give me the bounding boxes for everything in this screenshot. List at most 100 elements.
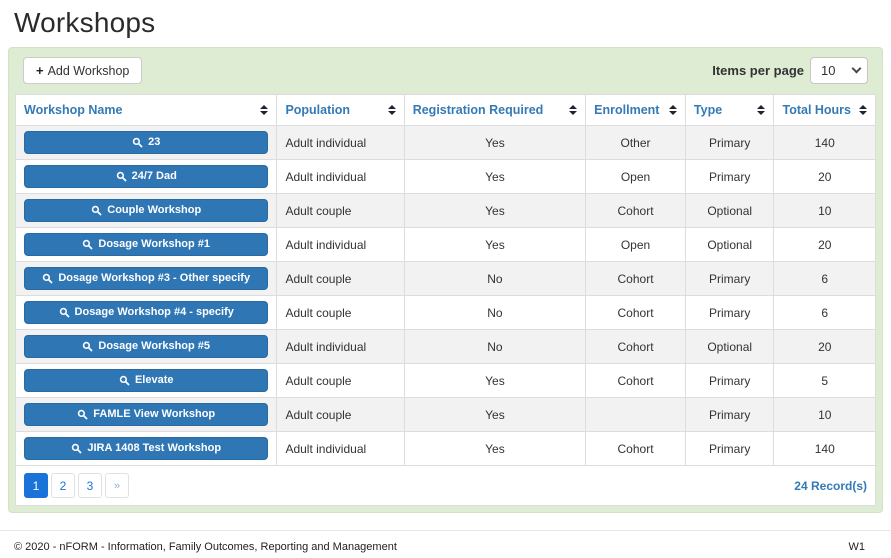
type-cell: Primary	[684, 431, 775, 466]
column-header-population[interactable]: Population	[276, 94, 405, 126]
workshop-link-button[interactable]: Dosage Workshop #3 - Other specify	[24, 267, 269, 290]
plus-icon: +	[36, 63, 44, 78]
workshop-name-label: FAMLE View Workshop	[93, 408, 216, 420]
type-cell: Primary	[684, 125, 775, 160]
workshops-panel: + Add Workshop Items per page 10 Worksho…	[8, 47, 883, 513]
workshop-name-label: Couple Workshop	[107, 204, 202, 216]
search-icon	[119, 375, 130, 386]
type-cell: Primary	[684, 295, 775, 330]
workshop-link-button[interactable]: 24/7 Dad	[24, 165, 269, 188]
enrollment-cell: Cohort	[585, 363, 686, 398]
pagination-page-button-1[interactable]: 1	[24, 473, 48, 498]
search-icon	[132, 137, 143, 148]
workshop-name-label: Dosage Workshop #5	[98, 340, 211, 352]
workshop-name-cell: Couple Workshop	[14, 193, 278, 228]
workshop-name-label: Dosage Workshop #1	[98, 238, 211, 250]
registration-required-cell: No	[403, 329, 587, 364]
workshop-link-button[interactable]: Dosage Workshop #4 - specify	[24, 301, 269, 324]
table-row: JIRA 1408 Test Workshop Adult individual…	[14, 431, 876, 466]
population-cell: Adult couple	[276, 363, 405, 398]
population-cell: Adult individual	[276, 159, 405, 194]
column-header-enrollment[interactable]: Enrollment	[585, 94, 686, 126]
pagination-page-button-3[interactable]: 3	[78, 473, 102, 498]
workshop-link-button[interactable]: 23	[24, 131, 269, 154]
column-header-type[interactable]: Type	[684, 94, 775, 126]
search-icon	[92, 205, 102, 216]
items-per-page-select[interactable]: 10	[810, 57, 868, 84]
workshop-link-button[interactable]: FAMLE View Workshop	[24, 403, 269, 426]
sort-icon[interactable]	[569, 105, 578, 115]
workshop-name-cell: Dosage Workshop #5	[14, 329, 278, 364]
sort-icon[interactable]	[387, 105, 396, 115]
total-hours-cell: 140	[773, 431, 876, 466]
enrollment-cell: Cohort	[585, 261, 686, 296]
sort-icon[interactable]	[668, 105, 677, 115]
sort-icon[interactable]	[757, 105, 766, 115]
table-row: Elevate Adult couple Yes Cohort Primary …	[14, 363, 876, 398]
search-icon	[78, 409, 88, 420]
workshop-name-cell: Dosage Workshop #3 - Other specify	[14, 261, 278, 296]
enrollment-cell	[585, 397, 686, 432]
workshop-name-cell: FAMLE View Workshop	[14, 397, 278, 432]
search-icon	[83, 341, 93, 352]
search-icon	[83, 239, 93, 250]
table-row: Dosage Workshop #1 Adult individual Yes …	[14, 227, 876, 262]
total-hours-cell: 20	[773, 159, 876, 194]
toolbar: + Add Workshop Items per page 10	[15, 54, 876, 94]
enrollment-cell: Other	[585, 125, 686, 160]
workshop-name-label: 23	[148, 136, 161, 148]
total-hours-cell: 6	[773, 295, 876, 330]
workshop-link-button[interactable]: JIRA 1408 Test Workshop	[24, 437, 269, 460]
sort-icon[interactable]	[859, 105, 867, 115]
type-cell: Primary	[684, 159, 775, 194]
registration-required-cell: Yes	[403, 397, 587, 432]
workshop-name-cell: 23	[14, 125, 278, 160]
workshop-name-cell: JIRA 1408 Test Workshop	[14, 431, 278, 466]
registration-required-cell: No	[403, 261, 587, 296]
items-per-page: Items per page 10	[712, 57, 868, 84]
footer: © 2020 - nFORM - Information, Family Out…	[0, 531, 891, 553]
registration-required-cell: Yes	[403, 431, 587, 466]
enrollment-cell: Cohort	[585, 329, 686, 364]
enrollment-cell: Cohort	[585, 193, 686, 228]
workshop-link-button[interactable]: Couple Workshop	[24, 199, 269, 222]
type-cell: Primary	[684, 397, 775, 432]
sort-icon[interactable]	[260, 105, 269, 115]
total-hours-cell: 140	[773, 125, 876, 160]
add-workshop-button[interactable]: + Add Workshop	[23, 57, 143, 84]
column-header-total-hours[interactable]: Total Hours	[773, 94, 876, 126]
items-per-page-select-wrap: 10	[810, 57, 868, 84]
population-cell: Adult couple	[276, 261, 405, 296]
type-cell: Primary	[684, 261, 775, 296]
table-row: FAMLE View Workshop Adult couple Yes Pri…	[14, 397, 876, 432]
registration-required-cell: Yes	[403, 159, 587, 194]
type-cell: Optional	[684, 193, 775, 228]
table-row: Dosage Workshop #4 - specify Adult coupl…	[14, 295, 876, 330]
workshop-name-cell: 24/7 Dad	[14, 159, 278, 194]
total-hours-cell: 20	[773, 227, 876, 262]
workshop-link-button[interactable]: Elevate	[24, 369, 269, 392]
workshops-table: Workshop Name Population Registration Re…	[14, 94, 876, 506]
items-per-page-label: Items per page	[712, 63, 804, 78]
column-header-registration-required[interactable]: Registration Required	[403, 94, 587, 126]
add-workshop-label: Add Workshop	[47, 63, 130, 78]
registration-required-cell: Yes	[403, 125, 587, 160]
page-title: Workshops	[14, 7, 156, 38]
population-cell: Adult couple	[276, 397, 405, 432]
enrollment-cell: Open	[585, 159, 686, 194]
workshop-name-cell: Elevate	[14, 363, 278, 398]
population-cell: Adult individual	[276, 329, 405, 364]
workshop-link-button[interactable]: Dosage Workshop #1	[24, 233, 269, 256]
type-cell: Optional	[684, 227, 775, 262]
population-cell: Adult couple	[276, 193, 405, 228]
population-cell: Adult individual	[276, 431, 405, 466]
workshop-name-label: Elevate	[134, 374, 174, 386]
footer-version: W1	[848, 541, 866, 553]
pagination-next-button[interactable]: »	[105, 473, 129, 498]
workshop-link-button[interactable]: Dosage Workshop #5	[24, 335, 269, 358]
pagination-page-button-2[interactable]: 2	[51, 473, 75, 498]
workshop-name-label: JIRA 1408 Test Workshop	[87, 442, 222, 454]
table-row: Couple Workshop Adult couple Yes Cohort …	[14, 193, 876, 228]
column-header-workshop-name[interactable]: Workshop Name	[14, 94, 278, 126]
total-hours-cell: 5	[773, 363, 876, 398]
